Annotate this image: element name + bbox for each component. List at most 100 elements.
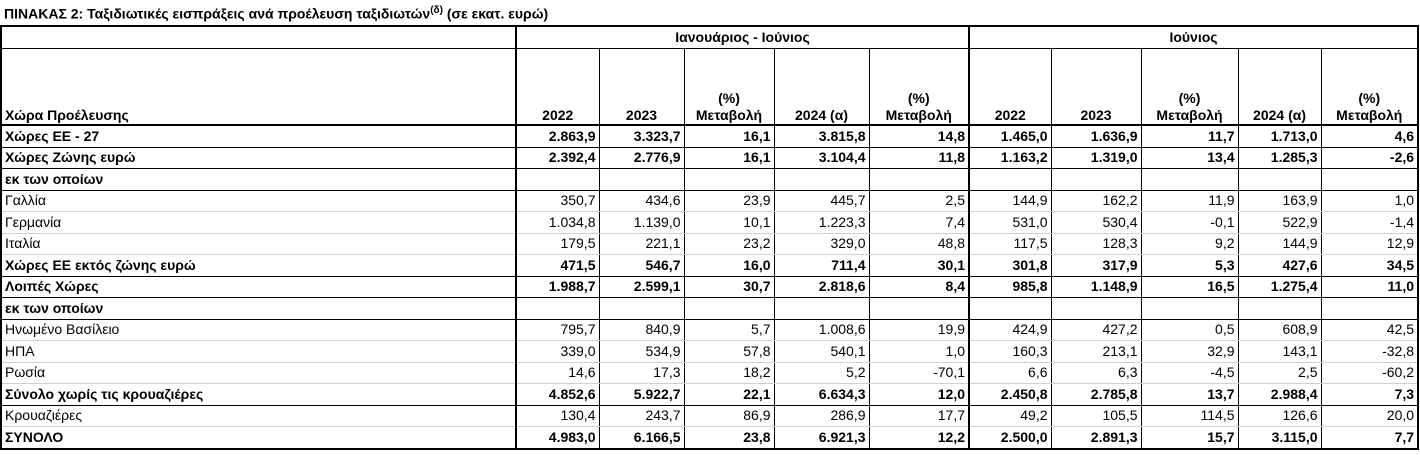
value-cell: 427,2 xyxy=(1050,319,1142,341)
row-label: Ρωσία xyxy=(0,362,516,384)
value-cell: 531,0 xyxy=(968,211,1052,234)
row-label: Ιταλία xyxy=(0,233,516,255)
column-header: 2024 (α) xyxy=(1237,48,1322,126)
column-header: (%) Μεταβολή xyxy=(868,48,970,126)
value-cell: 985,8 xyxy=(968,276,1052,298)
value-cell xyxy=(515,297,599,320)
header-row: Χώρα Προέλευσης 2022 2023 (%) Μεταβολή 2024 … xyxy=(0,48,1419,126)
row-label: Χώρες ΕΕ - 27 xyxy=(0,125,516,148)
value-cell xyxy=(1050,168,1142,191)
label-header: Χώρα Προέλευσης xyxy=(0,48,516,126)
table-row: Χώρες Ζώνης ευρώ 2.392,4 2.776,9 16,1 3.104,… xyxy=(0,147,1419,169)
value-cell: 3.104,4 xyxy=(773,147,869,169)
value-cell: 1.988,7 xyxy=(515,276,599,298)
value-cell: 2.988,4 xyxy=(1237,383,1322,406)
value-cell: 424,9 xyxy=(968,319,1052,341)
table-row: ΗΠΑ 339,0 534,9 57,8 540,1 1,0 160,3 213,1 32,9 1… xyxy=(0,340,1419,363)
value-cell xyxy=(683,168,774,191)
table-row: Χώρες ΕΕ - 27 2.863,9 3.323,7 16,1 3.815,8 14… xyxy=(0,125,1419,148)
value-cell: 11,7 xyxy=(1140,125,1239,148)
title-unit: (σε εκατ. ευρώ) xyxy=(446,5,549,22)
value-cell: 30,7 xyxy=(683,276,774,298)
value-cell: 1,0 xyxy=(868,340,970,363)
value-cell: 48,8 xyxy=(868,233,970,255)
value-cell: 22,1 xyxy=(683,383,774,406)
value-cell: 534,9 xyxy=(598,340,684,363)
column-header: 2024 (α) xyxy=(773,48,869,126)
value-cell: 32,9 xyxy=(1140,340,1239,363)
value-cell xyxy=(868,297,970,320)
value-cell: 1.148,9 xyxy=(1050,276,1142,298)
value-cell: 8,4 xyxy=(868,276,970,298)
value-cell: 16,5 xyxy=(1140,276,1239,298)
value-cell: 1,0 xyxy=(1320,190,1419,212)
group-header: Ιούνιος xyxy=(968,26,1419,49)
value-cell: 1.285,3 xyxy=(1237,147,1322,169)
value-cell: 0,5 xyxy=(1140,319,1239,341)
value-cell: 6.634,3 xyxy=(773,383,869,406)
value-cell: -2,6 xyxy=(1320,147,1419,169)
value-cell: 301,8 xyxy=(968,254,1052,277)
column-header: 2022 xyxy=(968,48,1052,126)
value-cell: 179,5 xyxy=(515,233,599,255)
group-header: Ιανουάριος - Ιούνιος xyxy=(514,26,970,49)
value-cell: 4,6 xyxy=(1320,125,1419,148)
value-cell: 15,7 xyxy=(1140,426,1239,449)
data-table: Ιανουάριος - Ιούνιος Ιούνιος Χώρα Προέλευσ… xyxy=(0,25,1420,450)
value-cell: 23,8 xyxy=(683,426,774,449)
value-cell xyxy=(968,168,1052,191)
value-cell: 12,0 xyxy=(868,383,970,406)
value-cell: 6,6 xyxy=(968,362,1052,384)
value-cell: 6,3 xyxy=(1050,362,1142,384)
value-cell: 5.922,7 xyxy=(598,383,684,406)
value-cell: 286,9 xyxy=(773,405,869,427)
row-label: ΗΠΑ xyxy=(0,340,516,363)
value-cell: 4.983,0 xyxy=(515,426,599,449)
table-row: Κρουαζιέρες 130,4 243,7 86,9 286,9 17,7 49,2 10… xyxy=(0,405,1419,427)
value-cell: 6.166,5 xyxy=(598,426,684,449)
row-label: Σύνολο χωρίς τις κρουαζιέρες xyxy=(0,383,516,406)
table-row: Ηνωμένο Βασίλειο 795,7 840,9 5,7 1.008,6 19,9… xyxy=(0,319,1419,341)
value-cell: 434,6 xyxy=(598,190,684,212)
title-superscript: (δ) xyxy=(430,5,443,16)
value-cell: 144,9 xyxy=(968,190,1052,212)
value-cell: 86,9 xyxy=(683,405,774,427)
value-cell xyxy=(1050,297,1142,320)
value-cell: 3.815,8 xyxy=(773,125,869,148)
value-cell: 2.818,6 xyxy=(773,276,869,298)
value-cell: 1.713,0 xyxy=(1237,125,1322,148)
empty-cell xyxy=(0,26,516,49)
value-cell: 42,5 xyxy=(1320,319,1419,341)
value-cell: 1.163,2 xyxy=(968,147,1052,169)
value-cell xyxy=(515,168,599,191)
value-cell: 11,0 xyxy=(1320,276,1419,298)
value-cell: 711,4 xyxy=(773,254,869,277)
row-label: εκ των οποίων xyxy=(0,297,516,320)
value-cell: 3.115,0 xyxy=(1237,426,1322,449)
value-cell: 23,2 xyxy=(683,233,774,255)
value-cell xyxy=(968,297,1052,320)
row-label: Χώρες ΕΕ εκτός ζώνης ευρώ xyxy=(0,254,516,277)
value-cell: 471,5 xyxy=(515,254,599,277)
value-cell: 445,7 xyxy=(773,190,869,212)
group-row: Ιανουάριος - Ιούνιος Ιούνιος xyxy=(0,26,1419,49)
value-cell: 5,7 xyxy=(683,319,774,341)
title: ΠΙΝΑΚΑΣ 2: Ταξιδιωτικές εισπράξεις ανά π… xyxy=(0,0,1420,25)
value-cell: 7,7 xyxy=(1320,426,1419,449)
value-cell: 522,9 xyxy=(1237,211,1322,234)
row-label: ΣΥΝΟΛΟ xyxy=(0,426,516,449)
column-header: 2023 xyxy=(1050,48,1142,126)
value-cell xyxy=(598,168,684,191)
value-cell xyxy=(1320,168,1419,191)
value-cell: 2,5 xyxy=(1237,362,1322,384)
value-cell: -32,8 xyxy=(1320,340,1419,363)
value-cell: -4,5 xyxy=(1140,362,1239,384)
row-label: Χώρες Ζώνης ευρώ xyxy=(0,147,516,169)
value-cell xyxy=(773,297,869,320)
value-cell: 2.863,9 xyxy=(515,125,599,148)
title-main: ΠΙΝΑΚΑΣ 2: Ταξιδιωτικές εισπράξεις ανά π… xyxy=(4,5,431,22)
value-cell: 130,4 xyxy=(515,405,599,427)
value-cell xyxy=(598,297,684,320)
value-cell: 20,0 xyxy=(1320,405,1419,427)
value-cell: 2.599,1 xyxy=(598,276,684,298)
